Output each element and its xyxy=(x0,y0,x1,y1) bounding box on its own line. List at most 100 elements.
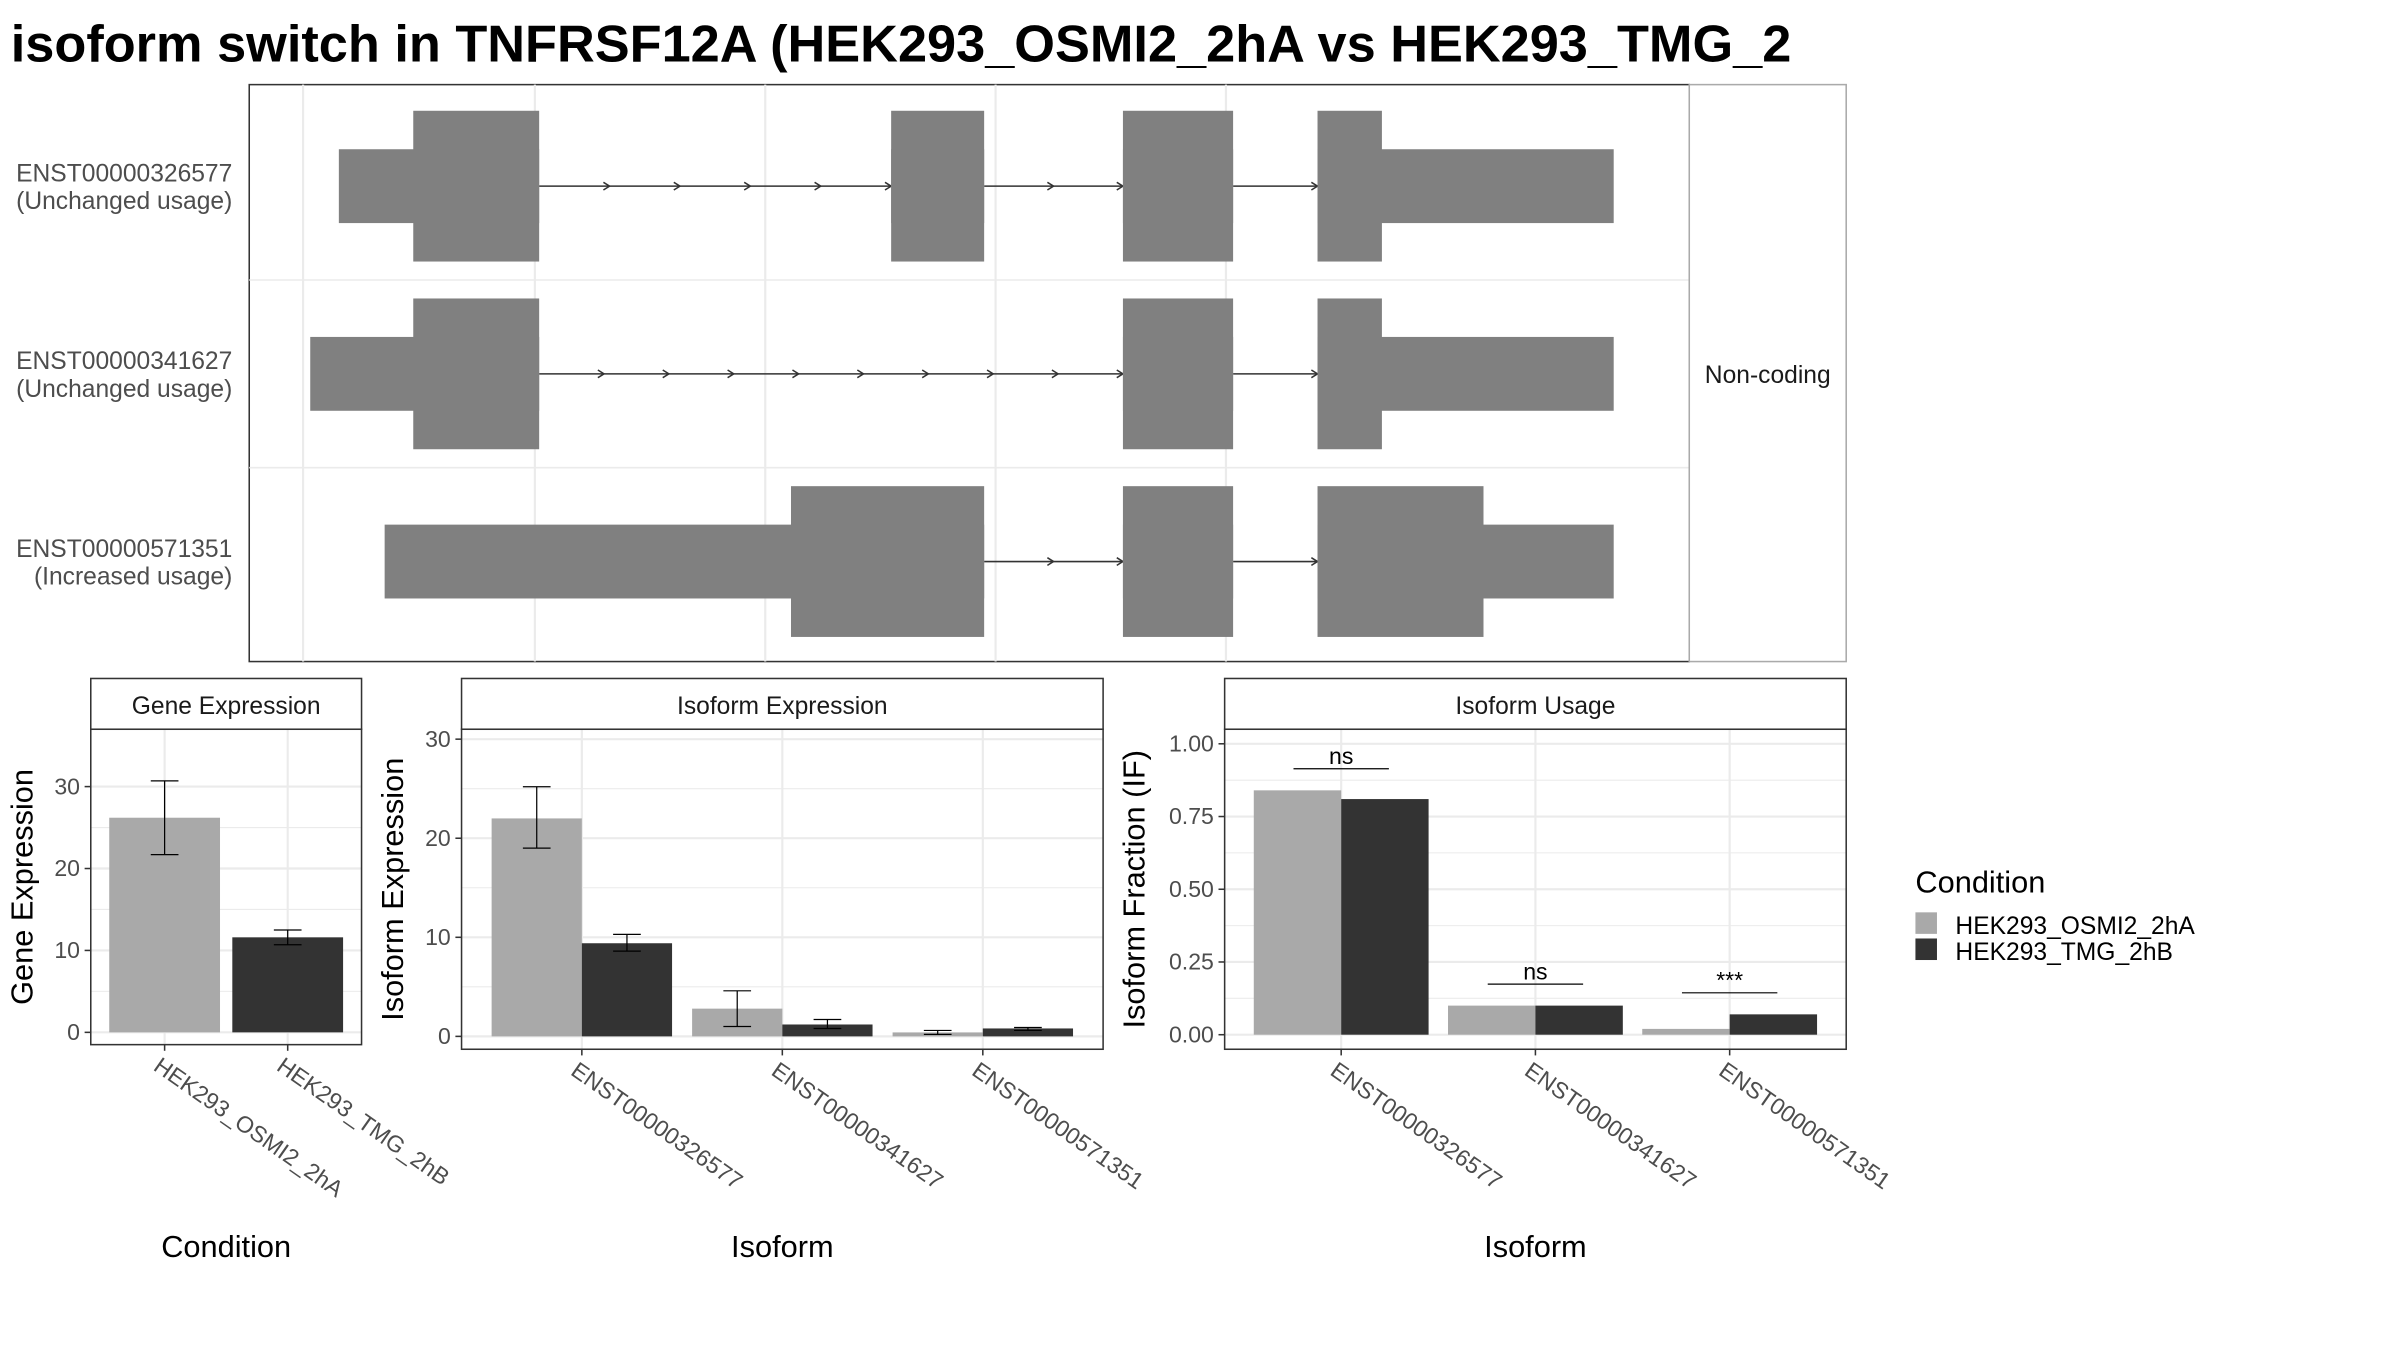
figure-title: isoform switch in TNFRSF12A (HEK293_OSMI… xyxy=(11,16,1792,74)
exon-coding xyxy=(1122,110,1234,262)
error-bar xyxy=(923,1029,952,1036)
legend-label-condition1: HEK293_OSMI2_2hA xyxy=(1955,913,2195,940)
y-axis-title: Isoform Expression xyxy=(375,758,410,1021)
y-axis-title: Gene Expression xyxy=(4,769,39,1005)
bar-ENST00000326577-HEK293_TMG_2hB xyxy=(1341,799,1429,1035)
y-tick-label: 30 xyxy=(54,773,80,799)
bar-ENST00000326577-HEK293_TMG_2hB xyxy=(581,943,673,1037)
exon-coding xyxy=(1317,110,1382,262)
error-bar xyxy=(522,786,551,849)
panel-strip-title: Gene Expression xyxy=(132,693,321,720)
y-tick-label: 1.00 xyxy=(1169,730,1214,756)
bar-ENST00000326577-HEK293_OSMI2_2hA xyxy=(1253,790,1342,1035)
error-bar xyxy=(150,780,179,856)
bar-HEK293_TMG_2hB xyxy=(232,937,344,1033)
significance-label: ns xyxy=(1329,743,1353,769)
intron-arrow xyxy=(1116,181,1125,191)
y-tick-label: 0.00 xyxy=(1169,1021,1214,1047)
noncoding-strip-label: Non-coding xyxy=(1705,362,1831,389)
x-tick-label: ENST00000341627 xyxy=(767,1057,948,1195)
x-tick-label: ENST00000326577 xyxy=(567,1057,748,1195)
transcript-id-label: ENST00000571351 xyxy=(16,536,232,563)
x-axis-title: Condition xyxy=(161,1229,291,1264)
intron-arrow xyxy=(1310,557,1319,567)
exon-coding xyxy=(1317,298,1382,450)
transcript-id-label: ENST00000326577 xyxy=(16,161,232,188)
y-axis-title: Isoform Fraction (IF) xyxy=(1117,750,1152,1029)
panel-frame xyxy=(460,728,1104,1051)
intron-arrow xyxy=(1046,557,1055,567)
legend-swatch-condition2 xyxy=(1915,938,1937,961)
y-tick-label: 0.25 xyxy=(1169,949,1214,975)
intron-arrow xyxy=(597,369,606,379)
transcript-ENST00000326577: ENST00000326577(Unchanged usage) xyxy=(16,110,1614,262)
y-tick-label: 0.75 xyxy=(1169,803,1214,829)
bar-ENST00000571351-HEK293_OSMI2_2hA xyxy=(1642,1028,1730,1035)
y-tick-label: 10 xyxy=(425,924,451,950)
significance-label: *** xyxy=(1716,967,1743,993)
intron-arrow xyxy=(792,369,801,379)
y-tick-label: 10 xyxy=(54,937,80,963)
significance-label: ns xyxy=(1523,958,1547,984)
noncoding-strip xyxy=(1688,83,1847,663)
bar-ENST00000571351-HEK293_TMG_2hB xyxy=(1729,1014,1818,1035)
error-bar xyxy=(723,990,752,1028)
panel-strip xyxy=(90,677,363,731)
panel-frame xyxy=(90,728,363,1046)
y-tick-label: 20 xyxy=(425,825,451,851)
exon-coding xyxy=(1122,298,1234,450)
transcript-ENST00000571351: ENST00000571351(Increased usage) xyxy=(16,486,1614,637)
legend-swatch-condition1 xyxy=(1915,912,1937,934)
intron-arrow xyxy=(986,369,995,379)
exon-coding xyxy=(891,110,985,262)
exon-coding xyxy=(413,110,540,262)
y-tick-label: 0.50 xyxy=(1169,876,1214,902)
bar-ENST00000571351-HEK293_TMG_2hB xyxy=(982,1028,1074,1037)
exon-coding xyxy=(413,298,540,450)
exon-coding xyxy=(790,486,985,637)
x-tick-label: ENST00000571351 xyxy=(968,1057,1149,1195)
intron-arrow xyxy=(1046,181,1055,191)
intron-arrow xyxy=(727,369,736,379)
error-bar xyxy=(1014,1026,1042,1032)
transcript-usage-label: (Unchanged usage) xyxy=(16,376,232,403)
panel-strip xyxy=(460,677,1104,731)
transcript-usage-label: (Increased usage) xyxy=(34,564,232,591)
legend-title: Condition xyxy=(1915,864,2045,899)
intron-arrow xyxy=(673,181,682,191)
isoform-expression-panel: Isoform Expression 0 10 20 30 ENST00000326577… xyxy=(375,677,1149,1264)
bar-ENST00000341627-HEK293_OSMI2_2hA xyxy=(1448,1005,1536,1035)
transcript-ENST00000341627: ENST00000341627(Unchanged usage) xyxy=(16,298,1614,450)
legend-label-condition2: HEK293_TMG_2hB xyxy=(1955,939,2173,966)
y-tick-label: 0 xyxy=(67,1019,80,1045)
intron-arrow xyxy=(1116,557,1125,567)
intron-arrow xyxy=(814,181,823,191)
bar-ENST00000326577-HEK293_OSMI2_2hA xyxy=(491,818,582,1037)
bar-ENST00000341627-HEK293_TMG_2hB xyxy=(782,1024,873,1037)
error-bar xyxy=(813,1018,842,1030)
panel-strip xyxy=(1223,677,1847,731)
exon-coding xyxy=(1317,486,1484,637)
intron-arrow xyxy=(1116,369,1125,379)
bar-ENST00000341627-HEK293_TMG_2hB xyxy=(1535,1005,1623,1035)
x-axis-title: Isoform xyxy=(1484,1229,1587,1264)
error-bar xyxy=(613,933,641,952)
intron-arrow xyxy=(603,181,612,191)
x-tick-label: ENST00000326577 xyxy=(1326,1057,1507,1195)
x-axis-title: Isoform xyxy=(731,1229,834,1264)
y-tick-label: 0 xyxy=(438,1023,451,1049)
intron-arrow xyxy=(856,369,865,379)
error-bar xyxy=(273,929,302,946)
intron-arrow xyxy=(921,369,930,379)
panel-strip-title: Isoform Expression xyxy=(677,693,888,720)
transcript-id-label: ENST00000341627 xyxy=(16,348,232,375)
intron-arrow xyxy=(662,369,671,379)
y-tick-label: 20 xyxy=(54,855,80,881)
transcript-usage-label: (Unchanged usage) xyxy=(16,188,232,215)
legend: Condition HEK293_OSMI2_2hA HEK293_TMG_2h… xyxy=(1915,864,2195,966)
x-tick-label: ENST00000341627 xyxy=(1520,1057,1701,1195)
intron-arrow xyxy=(1051,369,1060,379)
